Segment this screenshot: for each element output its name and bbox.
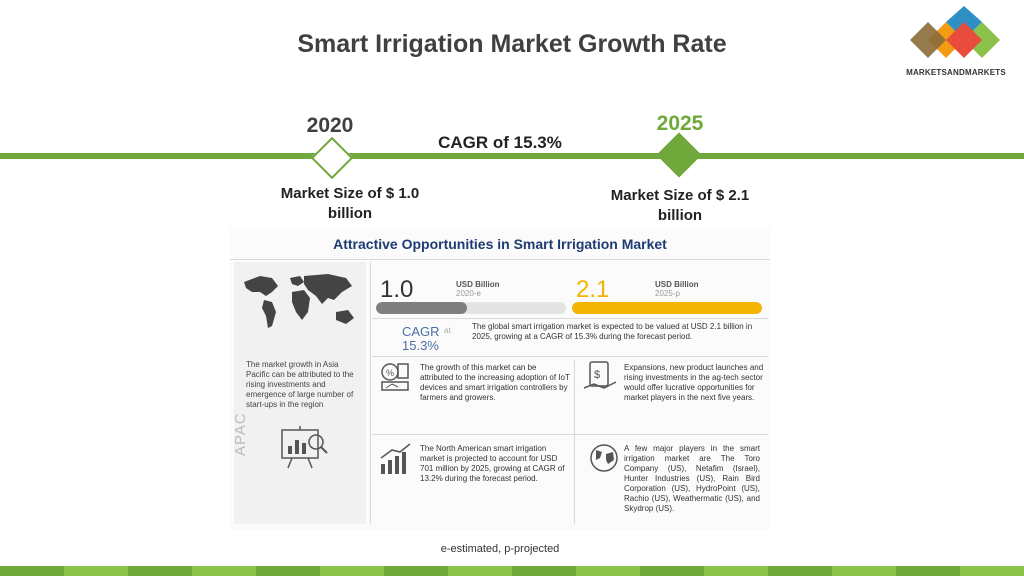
svg-text:%: %	[386, 368, 394, 378]
cagr-suffix: at	[444, 326, 451, 335]
strip-segment	[0, 566, 64, 576]
apac-label: APAC	[232, 412, 249, 456]
year-tag-2025: 2025-p	[655, 289, 680, 298]
strip-segment	[640, 566, 704, 576]
end-year: 2025	[656, 112, 704, 135]
bar-2025-fill	[572, 302, 762, 314]
strip-segment	[512, 566, 576, 576]
iot-adoption-text: The growth of this market can be attribu…	[420, 363, 570, 402]
cagr-divider	[372, 356, 768, 357]
investment-icon: $	[583, 361, 617, 389]
strip-segment	[192, 566, 256, 576]
iot-growth-icon: %	[381, 363, 409, 391]
expansions-text: Expansions, new product launches and ris…	[624, 363, 764, 402]
bar-2025	[572, 302, 762, 314]
strip-segment	[128, 566, 192, 576]
start-diamond-marker	[310, 136, 354, 180]
north-america-text: The North American smart irrigation mark…	[420, 444, 565, 483]
strip-segment	[896, 566, 960, 576]
infographic-title: Attractive Opportunities in Smart Irriga…	[333, 236, 667, 252]
strip-segment	[960, 566, 1024, 576]
bar-2020-fill	[376, 302, 468, 314]
unit-2020: USD Billion	[456, 280, 500, 289]
row-divider	[372, 434, 768, 435]
strip-segment	[576, 566, 640, 576]
year-tag-2020: 2020-e	[456, 289, 481, 298]
strip-segment	[448, 566, 512, 576]
end-market-size: Market Size of $ 2.1 billion	[610, 187, 750, 224]
marketsandmarkets-logo	[910, 6, 1000, 58]
strip-segment	[384, 566, 448, 576]
key-players-text: A few major players in the smart irrigat…	[624, 444, 760, 513]
unit-2025: USD Billion	[655, 280, 699, 289]
value-2025: 2.1	[576, 276, 610, 303]
svg-text:$: $	[594, 369, 600, 381]
column-divider	[370, 262, 371, 524]
value-2020: 1.0	[380, 276, 414, 303]
strip-segment	[64, 566, 128, 576]
cagr-heading: CAGR	[402, 324, 440, 339]
values-divider	[372, 318, 768, 319]
inner-divider	[574, 360, 575, 524]
bottom-color-strip	[0, 566, 1024, 576]
analytics-board-icon	[281, 426, 328, 469]
bar-2020	[376, 302, 566, 314]
start-year: 2020	[306, 114, 354, 137]
timeline-bar	[0, 153, 1024, 159]
page-title: Smart Irrigation Market Growth Rate	[297, 30, 727, 58]
strip-segment	[768, 566, 832, 576]
cagr-label: CAGR of 15.3%	[438, 133, 562, 152]
cagr-value: 15.3%	[402, 338, 439, 353]
global-market-text: The global smart irrigation market is ex…	[472, 322, 753, 341]
logo-diamond-red	[946, 22, 982, 58]
bar-growth-icon	[380, 443, 411, 474]
title-divider	[230, 259, 770, 260]
world-map-icon	[244, 274, 354, 328]
logo-wordmark: MARKETSANDMARKETS	[906, 68, 1006, 77]
strip-segment	[704, 566, 768, 576]
footnote: e-estimated, p-projected	[440, 543, 560, 555]
strip-segment	[256, 566, 320, 576]
logo-diamond-brown	[910, 22, 946, 58]
end-diamond-marker	[656, 132, 702, 178]
strip-segment	[832, 566, 896, 576]
apac-text: The market growth in Asia Pacific can be…	[246, 360, 354, 409]
globe-icon	[590, 444, 618, 472]
strip-segment	[320, 566, 384, 576]
start-market-size: Market Size of $ 1.0 billion	[280, 185, 420, 222]
